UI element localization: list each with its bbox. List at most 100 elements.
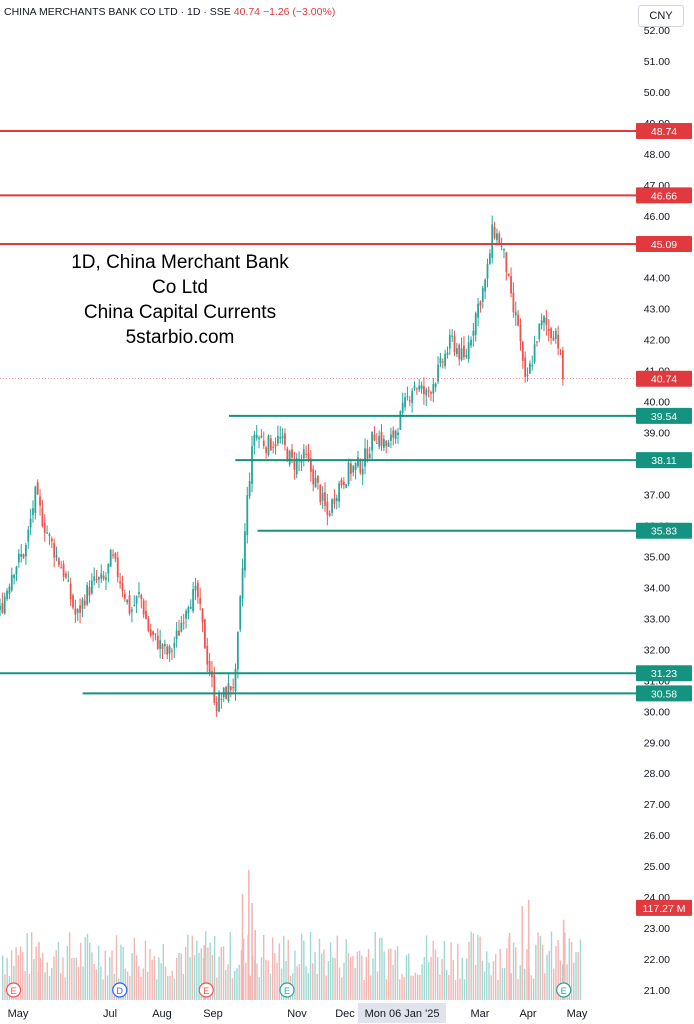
- volume-bar: [265, 959, 267, 1000]
- volume-bar: [466, 958, 468, 1000]
- symbol-name[interactable]: CHINA MERCHANTS BANK CO LTD: [4, 6, 178, 18]
- volume-bar: [579, 939, 582, 1000]
- annotation-line-3: China Capital Currents: [83, 302, 277, 323]
- volume-bar: [399, 979, 401, 1000]
- volume-bar: [541, 944, 544, 1000]
- candle-body: [74, 608, 77, 615]
- candle-body: [517, 314, 520, 326]
- volume-bar: [559, 960, 562, 1000]
- volume-bar: [75, 957, 78, 1000]
- candle-body: [554, 330, 557, 339]
- volume-bar: [39, 957, 42, 1000]
- interval-label[interactable]: 1D: [187, 6, 201, 18]
- candle-body: [439, 357, 442, 364]
- candle-body: [25, 544, 27, 557]
- candle-body: [559, 352, 562, 354]
- candle-body: [199, 597, 202, 605]
- volume-bar: [155, 979, 158, 1000]
- volume-bar: [102, 979, 104, 1000]
- candle-body: [479, 301, 482, 306]
- candle-body: [206, 645, 209, 665]
- symbol-header: CHINA MERCHANTS BANK CO LTD · 1D · SSE 4…: [4, 6, 336, 18]
- volume-bar: [376, 971, 379, 1000]
- candle-body: [366, 448, 369, 461]
- volume-bar: [122, 946, 124, 1000]
- candle-body: [246, 495, 249, 536]
- candle-body: [458, 344, 461, 360]
- volume-bar: [216, 977, 218, 1000]
- volume-bar: [334, 957, 336, 1000]
- candle-body: [401, 402, 404, 413]
- candle-body: [470, 339, 472, 346]
- volume-bar: [187, 934, 189, 1000]
- candle-body: [43, 522, 46, 534]
- volume-bar: [135, 955, 138, 1000]
- price-tag-label: 40.74: [651, 374, 677, 386]
- candle-body: [114, 553, 117, 559]
- volume-bar: [472, 933, 475, 1000]
- candle-body: [467, 342, 470, 360]
- candle-body: [239, 596, 242, 630]
- volume-bar: [430, 956, 432, 1000]
- candle-body: [331, 499, 333, 513]
- volume-bar: [129, 975, 131, 1000]
- volume-bar: [263, 934, 265, 1000]
- candle-body: [15, 566, 18, 575]
- candle-body: [1, 603, 4, 613]
- volume-bar: [390, 948, 392, 1000]
- candle-body: [208, 660, 211, 674]
- event-marker: [5, 982, 22, 998]
- candle-body: [241, 567, 244, 599]
- candle-body: [526, 374, 529, 376]
- candle-body: [375, 442, 378, 444]
- volume-bar: [245, 962, 247, 1000]
- volume-bar: [173, 978, 176, 1000]
- candle-body: [319, 485, 322, 503]
- volume-bar: [557, 940, 559, 1000]
- volume-bar: [2, 955, 4, 1000]
- event-marker-label: D: [117, 986, 124, 996]
- candle-body: [507, 273, 510, 276]
- candle-body: [420, 385, 423, 390]
- volume-spike: [254, 930, 256, 1000]
- candle-body: [248, 481, 251, 497]
- currency-button[interactable]: CNY: [638, 5, 684, 27]
- candle-body: [175, 630, 178, 640]
- chart-annotation: 1D, China Merchant Bank Co Ltd China Cap…: [40, 250, 320, 350]
- candle-body: [39, 496, 41, 506]
- candle-body: [444, 353, 447, 367]
- volume-bar: [189, 957, 191, 1000]
- candle-body: [269, 438, 272, 451]
- candle-body: [368, 453, 371, 458]
- volume-spike: [241, 894, 244, 1000]
- candle-body: [123, 593, 126, 600]
- candle-body: [378, 435, 381, 447]
- candle-body: [512, 292, 515, 313]
- candle-body: [236, 631, 239, 670]
- candle-body: [496, 233, 498, 241]
- price-tag-label: 39.54: [651, 411, 677, 423]
- volume-bar: [91, 952, 93, 1000]
- candle-body: [48, 533, 51, 536]
- volume-bar: [550, 931, 553, 1000]
- volume-bar: [577, 951, 579, 1000]
- last-price: 40.74: [233, 6, 261, 18]
- volume-bar: [425, 935, 428, 1000]
- candle-body: [317, 475, 319, 483]
- y-tick-label: 39.00: [644, 428, 670, 440]
- volume-spike: [203, 945, 206, 1000]
- x-tick-label: Jul: [103, 1008, 117, 1020]
- candle-body: [147, 618, 150, 631]
- volume-bar: [519, 965, 521, 1000]
- volume-bar: [530, 975, 533, 1000]
- volume-bar: [44, 972, 46, 1000]
- volume-bar: [300, 933, 303, 1000]
- volume-bar: [276, 962, 278, 1000]
- candle-body: [380, 431, 383, 447]
- price-tag-bg: [636, 407, 692, 424]
- y-tick-label: 32.00: [644, 644, 670, 656]
- volume-bar: [93, 963, 95, 1000]
- candle-body: [411, 390, 414, 403]
- volume-bar: [495, 954, 497, 1000]
